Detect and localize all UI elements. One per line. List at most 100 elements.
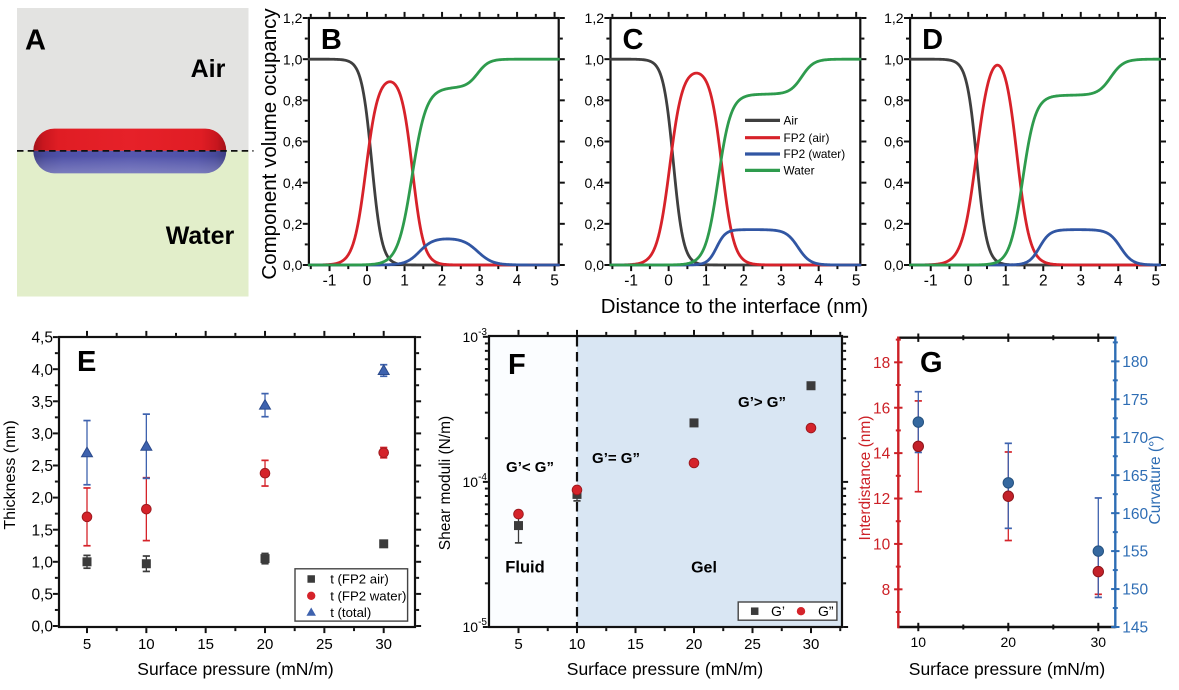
svg-text:16: 16	[873, 400, 890, 417]
svg-text:G’= G”: G’= G”	[592, 450, 640, 467]
svg-text:3: 3	[475, 273, 484, 290]
svg-text:5: 5	[852, 273, 861, 290]
svg-text:8: 8	[882, 582, 891, 599]
svg-text:5: 5	[1151, 273, 1160, 290]
svg-text:Water: Water	[784, 164, 815, 178]
svg-text:0: 0	[964, 273, 973, 290]
svg-text:4,5: 4,5	[31, 330, 53, 347]
svg-text:t (FP2 air): t (FP2 air)	[330, 572, 389, 587]
svg-text:0,4: 0,4	[884, 175, 904, 191]
svg-text:3,0: 3,0	[31, 426, 53, 443]
svg-text:14: 14	[873, 446, 891, 463]
svg-text:165: 165	[1122, 468, 1148, 485]
svg-text:Interdistance (nm): Interdistance (nm)	[857, 416, 874, 541]
svg-text:D: D	[922, 24, 943, 56]
svg-text:0,6: 0,6	[884, 134, 904, 150]
svg-text:G’: G’	[771, 603, 785, 619]
svg-text:Distance to the interface (nm): Distance to the interface (nm)	[601, 296, 868, 318]
svg-text:-1: -1	[624, 273, 638, 290]
svg-text:3,5: 3,5	[31, 394, 53, 411]
svg-text:FP2 (water): FP2 (water)	[784, 147, 846, 161]
svg-text:0,4: 0,4	[283, 175, 303, 191]
svg-text:10: 10	[138, 636, 155, 653]
svg-text:Curvature (°): Curvature (°)	[1147, 436, 1164, 525]
svg-text:0,0: 0,0	[884, 257, 904, 273]
svg-text:G’< G”: G’< G”	[506, 459, 554, 476]
svg-text:20: 20	[1001, 634, 1017, 650]
svg-text:Surface pressure (mN/m): Surface pressure (mN/m)	[909, 659, 1105, 679]
svg-text:15: 15	[197, 636, 214, 653]
svg-text:1,2: 1,2	[283, 10, 303, 26]
svg-text:25: 25	[744, 636, 761, 653]
svg-text:E: E	[77, 346, 96, 378]
svg-text:4: 4	[513, 273, 522, 290]
svg-text:1,2: 1,2	[884, 10, 904, 26]
svg-text:4,0: 4,0	[31, 362, 53, 379]
svg-text:Fluid: Fluid	[505, 559, 544, 577]
svg-text:1: 1	[702, 273, 711, 290]
svg-text:1: 1	[400, 273, 409, 290]
svg-text:Component volume ocupancy: Component volume ocupancy	[258, 8, 281, 280]
svg-text:2,5: 2,5	[31, 458, 53, 475]
svg-text:0: 0	[363, 273, 372, 290]
svg-text:0,8: 0,8	[585, 92, 605, 108]
svg-text:30: 30	[1091, 634, 1107, 650]
svg-text:4: 4	[814, 273, 823, 290]
svg-text:0,0: 0,0	[585, 257, 605, 273]
svg-text:A: A	[25, 25, 46, 57]
svg-text:t (FP2 water): t (FP2 water)	[330, 588, 406, 603]
svg-text:0,8: 0,8	[884, 92, 904, 108]
svg-text:Air: Air	[784, 114, 798, 128]
svg-text:5: 5	[514, 636, 522, 653]
svg-text:5: 5	[550, 273, 559, 290]
svg-text:12: 12	[873, 491, 890, 508]
svg-text:4: 4	[1114, 273, 1123, 290]
svg-text:2: 2	[739, 273, 748, 290]
svg-text:-1: -1	[924, 273, 938, 290]
svg-text:20: 20	[257, 636, 274, 653]
svg-text:20: 20	[686, 636, 703, 653]
svg-text:0,2: 0,2	[884, 216, 904, 232]
svg-text:Surface pressure (mN/m): Surface pressure (mN/m)	[567, 659, 763, 679]
svg-text:160: 160	[1122, 506, 1148, 523]
svg-text:10: 10	[569, 636, 586, 653]
svg-text:170: 170	[1122, 430, 1148, 447]
svg-text:Shear moduli (N/m): Shear moduli (N/m)	[437, 416, 454, 550]
svg-text:2,0: 2,0	[31, 490, 53, 507]
svg-text:0: 0	[664, 273, 673, 290]
svg-text:0,6: 0,6	[283, 134, 303, 150]
svg-text:2: 2	[438, 273, 447, 290]
svg-text:B: B	[321, 24, 342, 56]
svg-text:G”: G”	[818, 603, 834, 619]
svg-text:C: C	[623, 24, 644, 56]
svg-text:1,0: 1,0	[283, 51, 303, 67]
svg-text:1,0: 1,0	[585, 51, 605, 67]
svg-text:0,5: 0,5	[31, 587, 53, 604]
svg-text:Water: Water	[166, 222, 235, 250]
svg-text:3: 3	[1076, 273, 1085, 290]
svg-text:30: 30	[375, 636, 392, 653]
svg-text:180: 180	[1122, 354, 1148, 371]
svg-text:-1: -1	[323, 273, 337, 290]
svg-text:1,2: 1,2	[585, 10, 605, 26]
svg-text:30: 30	[803, 636, 820, 653]
svg-text:G’> G”: G’> G”	[738, 394, 786, 411]
svg-text:0,2: 0,2	[585, 216, 605, 232]
svg-text:Air: Air	[191, 55, 226, 83]
svg-text:F: F	[508, 349, 526, 381]
svg-text:175: 175	[1122, 392, 1148, 409]
svg-text:3: 3	[777, 273, 786, 290]
svg-text:10: 10	[911, 634, 927, 650]
svg-text:Thickness (nm): Thickness (nm)	[2, 420, 19, 529]
svg-text:0,4: 0,4	[585, 175, 605, 191]
svg-text:t (total): t (total)	[330, 605, 371, 620]
svg-text:0,8: 0,8	[283, 92, 303, 108]
svg-text:FP2 (air): FP2 (air)	[784, 131, 830, 145]
svg-text:Gel: Gel	[691, 560, 717, 577]
svg-text:0,6: 0,6	[585, 134, 605, 150]
svg-text:5: 5	[83, 636, 91, 653]
svg-text:10: 10	[873, 537, 891, 554]
svg-text:150: 150	[1122, 582, 1148, 599]
svg-text:0,2: 0,2	[283, 216, 303, 232]
svg-text:2: 2	[1039, 273, 1048, 290]
